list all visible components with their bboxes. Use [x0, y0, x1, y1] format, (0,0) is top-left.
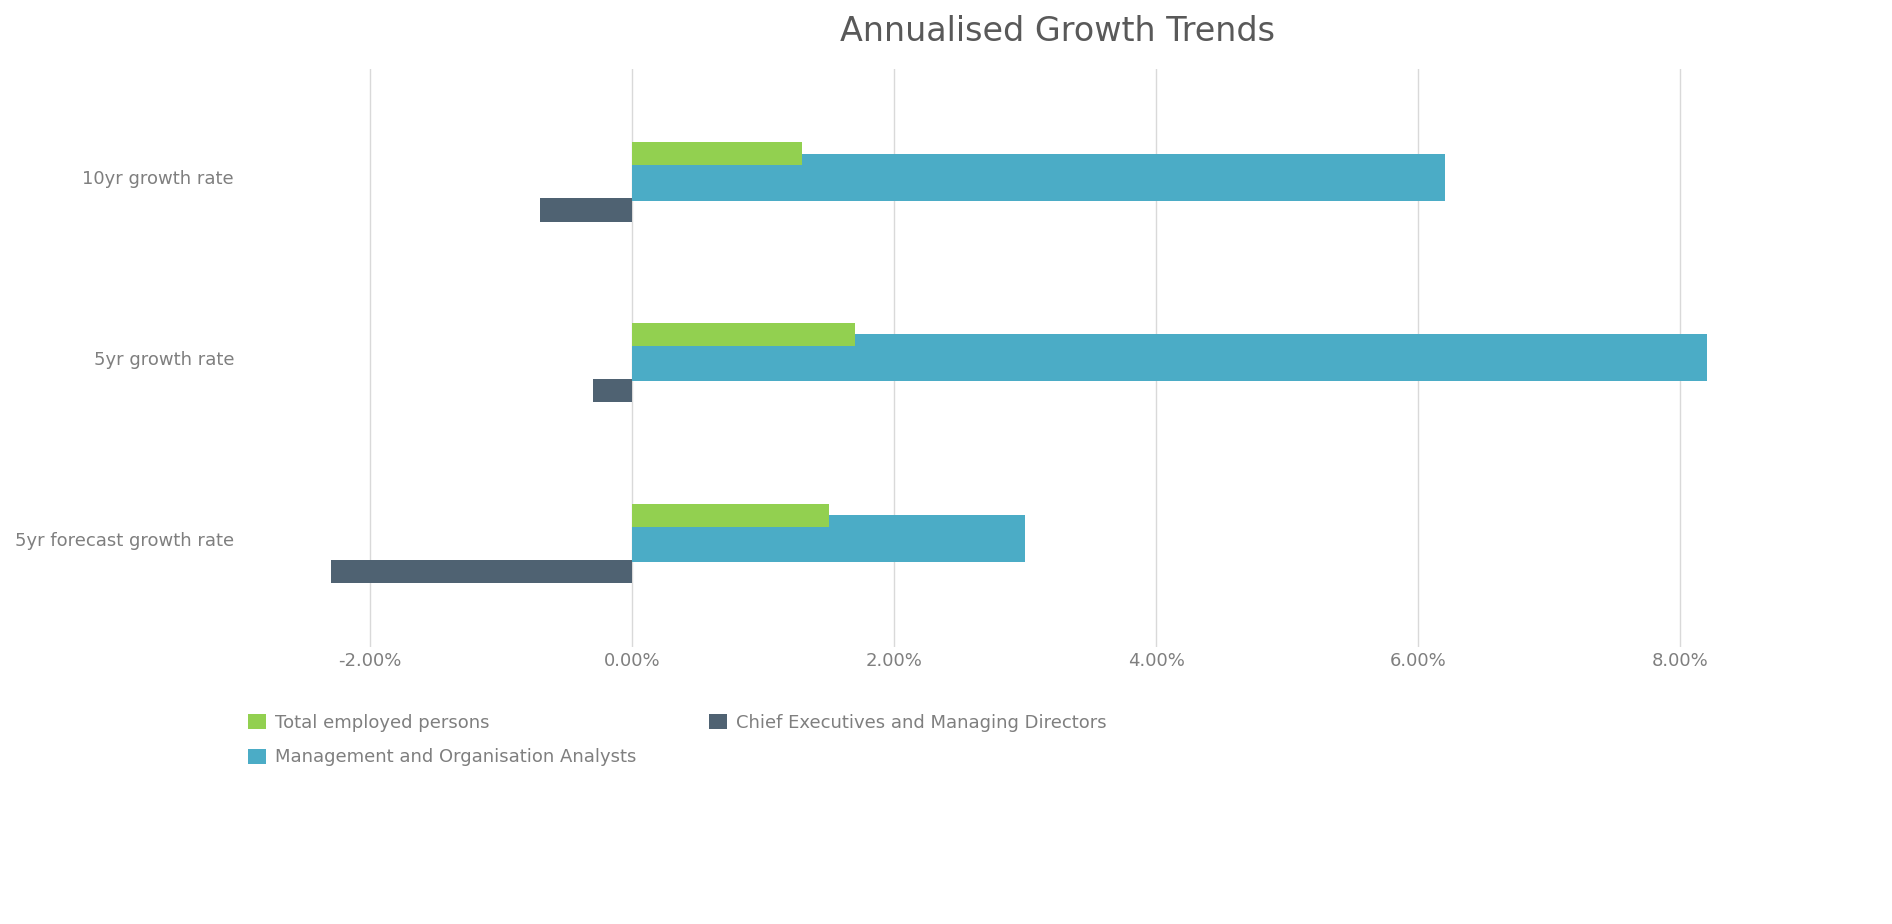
Bar [632, 516, 1025, 563]
Bar [632, 322, 855, 346]
Legend: Total employed persons, Management and Organisation Analysts, Chief Executives a: Total employed persons, Management and O… [248, 714, 1107, 766]
Bar [632, 504, 829, 527]
Title: Annualised Growth Trends: Annualised Growth Trends [840, 15, 1275, 48]
Bar [541, 198, 632, 222]
Bar [632, 142, 802, 165]
Bar [632, 153, 1445, 201]
Bar [632, 334, 1707, 382]
Bar [331, 560, 632, 583]
Bar [592, 379, 632, 402]
